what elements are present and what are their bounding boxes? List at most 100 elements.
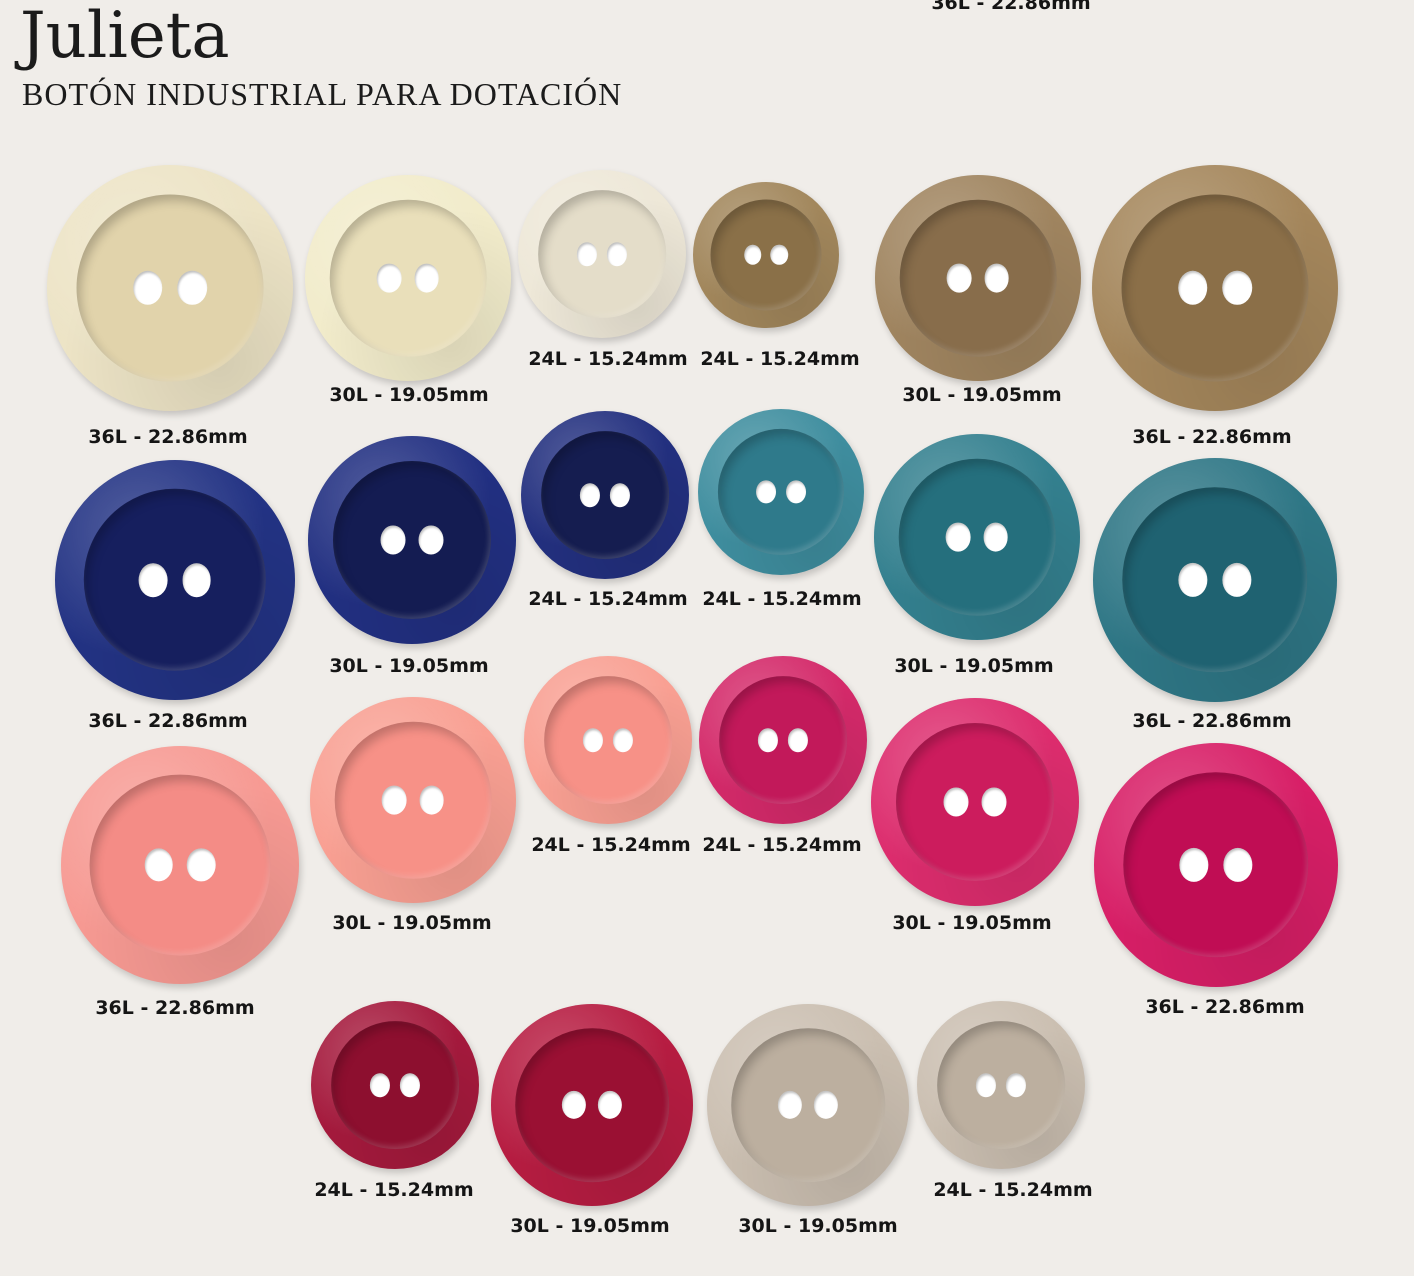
size-label: 30L - 19.05mm: [738, 1215, 898, 1237]
page-subtitle: BOTÓN INDUSTRIAL PARA DOTACIÓN: [22, 76, 623, 112]
button-dish: [1122, 487, 1308, 673]
button-hole: [1178, 562, 1208, 598]
button-dish: [895, 722, 1055, 882]
button-swatch-teal: [698, 409, 864, 575]
button-hole: [610, 483, 631, 507]
button-dish: [538, 190, 666, 318]
button-hole: [607, 242, 628, 266]
size-label: 24L - 15.24mm: [531, 834, 691, 856]
button-dish: [515, 1028, 669, 1182]
button-dish: [332, 460, 492, 620]
button-hole: [414, 263, 439, 293]
size-label: 30L - 19.05mm: [329, 655, 489, 677]
button-dish: [719, 676, 847, 804]
button-hole: [187, 848, 216, 882]
button-hole: [561, 1090, 586, 1120]
button-hole: [144, 848, 173, 882]
button-hole: [744, 244, 762, 266]
button-dish: [329, 199, 487, 357]
button-swatch-taupe: [707, 1004, 909, 1206]
button-dish: [710, 199, 822, 311]
button-hole: [418, 525, 444, 555]
button-hole: [598, 1090, 623, 1120]
button-dish: [899, 199, 1057, 357]
button-swatch-navy: [308, 436, 516, 644]
button-hole: [1223, 847, 1253, 883]
button-hole: [400, 1073, 421, 1097]
button-hole: [983, 522, 1008, 552]
button-hole: [814, 1090, 839, 1120]
button-hole: [943, 787, 969, 817]
button-dish: [1123, 772, 1309, 958]
size-label: 36L - 22.86mm: [95, 997, 255, 1019]
button-hole: [138, 563, 168, 597]
size-label: 24L - 15.24mm: [700, 348, 860, 370]
button-swatch-teal: [1093, 458, 1337, 702]
size-label: 36L - 22.86mm: [88, 710, 248, 732]
button-hole: [946, 522, 971, 552]
button-hole: [579, 483, 600, 507]
button-swatch-cream: [305, 175, 511, 381]
button-swatch-fuchsia: [699, 656, 867, 824]
button-hole: [582, 728, 603, 752]
button-dish: [1121, 194, 1309, 382]
button-swatch-taupe: [917, 1001, 1085, 1169]
button-dish: [76, 194, 264, 382]
size-label: 30L - 19.05mm: [510, 1215, 670, 1237]
button-swatch-crimson: [311, 1001, 479, 1169]
size-label: 36L - 22.86mm: [931, 0, 1091, 14]
button-swatch-khaki: [693, 182, 839, 328]
size-label: 24L - 15.24mm: [702, 588, 862, 610]
button-hole: [975, 1073, 996, 1097]
page-title: Julieta: [20, 0, 230, 73]
button-dish: [331, 1021, 459, 1149]
button-hole: [177, 270, 207, 306]
button-hole: [1006, 1073, 1027, 1097]
size-label: 36L - 22.86mm: [1132, 426, 1292, 448]
button-hole: [380, 525, 406, 555]
button-dish: [544, 676, 672, 804]
button-hole: [1178, 270, 1208, 306]
button-dish: [898, 458, 1056, 616]
button-swatch-navy: [521, 411, 689, 579]
size-label: 36L - 22.86mm: [1132, 710, 1292, 732]
button-hole: [382, 785, 407, 815]
button-swatch-cream: [47, 165, 293, 411]
button-hole: [576, 242, 597, 266]
button-hole: [369, 1073, 390, 1097]
button-swatch-fuchsia: [1094, 743, 1338, 987]
button-swatch-teal: [874, 434, 1080, 640]
button-swatch-pink: [524, 656, 692, 824]
size-label: 24L - 15.24mm: [528, 348, 688, 370]
button-hole: [770, 244, 788, 266]
size-label: 24L - 15.24mm: [933, 1179, 1093, 1201]
size-label: 36L - 22.86mm: [88, 426, 248, 448]
button-hole: [947, 263, 972, 293]
button-hole: [984, 263, 1009, 293]
button-dish: [541, 431, 669, 559]
button-dish: [937, 1021, 1065, 1149]
size-label: 24L - 15.24mm: [314, 1179, 474, 1201]
size-label: 30L - 19.05mm: [332, 912, 492, 934]
button-hole: [182, 563, 211, 597]
button-swatch-navy: [55, 460, 295, 700]
size-label: 30L - 19.05mm: [894, 655, 1054, 677]
button-swatch-crimson: [491, 1004, 693, 1206]
button-dish: [83, 488, 267, 672]
button-hole: [1222, 562, 1252, 598]
button-swatch-pink: [310, 697, 516, 903]
button-swatch-khaki: [1092, 165, 1338, 411]
size-label: 36L - 22.86mm: [1145, 996, 1305, 1018]
button-hole: [133, 270, 163, 306]
button-hole: [757, 728, 778, 752]
button-dish: [334, 721, 492, 879]
size-label: 24L - 15.24mm: [702, 834, 862, 856]
button-swatch-fuchsia: [871, 698, 1079, 906]
button-hole: [1222, 270, 1252, 306]
button-hole: [419, 785, 444, 815]
button-hole: [756, 480, 776, 504]
button-hole: [981, 787, 1007, 817]
button-hole: [785, 480, 806, 504]
button-hole: [377, 263, 402, 293]
button-dish: [717, 428, 845, 556]
